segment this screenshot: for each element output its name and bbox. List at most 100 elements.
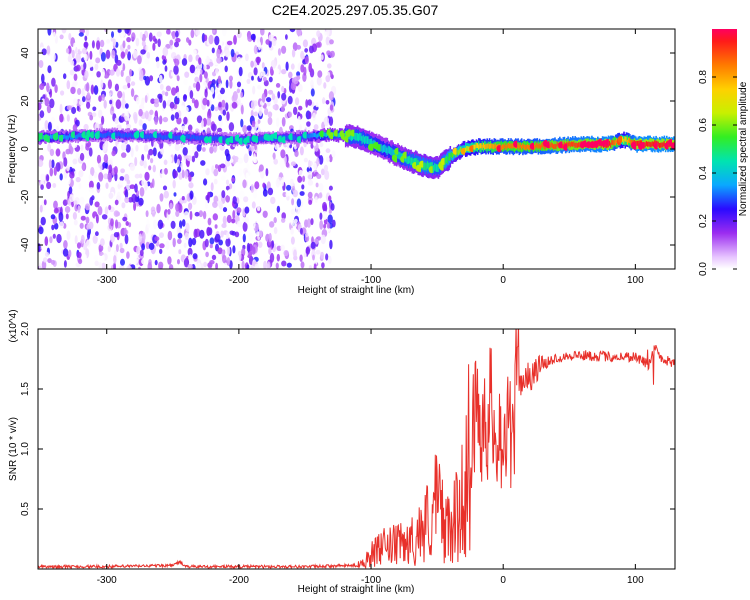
noise-blob xyxy=(156,31,162,37)
ridge-cell xyxy=(148,135,151,140)
noise-blob xyxy=(317,70,323,78)
noise-blob xyxy=(304,48,309,53)
noise-blob xyxy=(89,50,93,60)
noise-blob xyxy=(219,163,226,169)
noise-blob xyxy=(135,144,139,152)
noise-blob xyxy=(276,205,281,213)
noise-blob xyxy=(152,42,156,51)
noise-blob xyxy=(172,179,176,189)
noise-blob xyxy=(270,196,276,205)
ridge-cell xyxy=(407,156,410,164)
ridge-cell xyxy=(425,163,428,171)
noise-blob xyxy=(196,144,202,152)
ridge-cell xyxy=(354,132,356,141)
noise-blob xyxy=(268,247,272,255)
noise-blob xyxy=(279,159,285,169)
noise-blob xyxy=(331,150,336,158)
ridge-cell xyxy=(216,137,218,142)
noise-blob xyxy=(97,103,101,109)
noise-blob xyxy=(167,156,173,164)
ridge-cell xyxy=(457,150,460,156)
noise-blob xyxy=(41,98,45,107)
noise-blob xyxy=(85,153,90,159)
ridge-cell xyxy=(101,133,103,138)
noise-blob xyxy=(321,97,326,105)
noise-blob xyxy=(276,253,280,262)
noise-blob xyxy=(244,216,249,224)
noise-blob xyxy=(209,260,215,265)
noise-blob xyxy=(205,168,210,176)
noise-blob xyxy=(141,40,146,47)
noise-blob xyxy=(126,37,131,43)
noise-blob xyxy=(281,45,287,54)
noise-blob xyxy=(38,215,41,225)
noise-blob xyxy=(237,220,242,228)
noise-blob xyxy=(258,71,263,79)
ridge-cell xyxy=(417,159,419,168)
noise-blob xyxy=(228,122,235,132)
noise-blob xyxy=(212,71,217,77)
noise-blob xyxy=(183,242,187,248)
ridge-cell xyxy=(152,134,154,139)
noise-blob xyxy=(98,261,103,269)
ridge-cell xyxy=(93,132,96,137)
noise-blob xyxy=(233,34,237,45)
ridge-cell xyxy=(493,144,496,150)
noise-blob xyxy=(157,38,161,48)
noise-blob xyxy=(194,211,200,217)
noise-blob xyxy=(98,109,103,119)
noise-blob xyxy=(88,147,93,157)
noise-blob xyxy=(290,63,295,70)
noise-blob xyxy=(273,217,277,224)
noise-blob xyxy=(308,265,312,269)
noise-blob xyxy=(73,73,78,82)
ridge-cell xyxy=(551,143,554,149)
noise-blob xyxy=(242,179,247,189)
noise-blob xyxy=(115,244,119,253)
noise-blob xyxy=(240,91,244,98)
ridge-cell xyxy=(384,144,386,152)
noise-blob xyxy=(38,262,42,269)
noise-blob xyxy=(83,41,89,48)
y-tick-label: -40 xyxy=(20,237,31,252)
ridge-cell xyxy=(394,150,397,159)
noise-blob xyxy=(170,52,177,59)
ridge-cell xyxy=(309,134,311,139)
ridge-cell xyxy=(186,134,189,139)
ridge-cell xyxy=(550,142,553,148)
y-tick-label: 20 xyxy=(20,95,31,107)
noise-blob xyxy=(38,159,44,167)
ridge-cell xyxy=(549,143,552,149)
noise-blob xyxy=(303,157,308,163)
noise-blob xyxy=(70,60,75,66)
noise-blob xyxy=(188,182,194,189)
ridge-cell xyxy=(658,143,661,148)
noise-blob xyxy=(49,98,55,109)
noise-blob xyxy=(162,185,168,191)
noise-blob xyxy=(136,96,140,105)
noise-blob xyxy=(141,243,146,251)
noise-blob xyxy=(75,176,81,183)
ridge-cell xyxy=(65,135,67,140)
noise-blob xyxy=(53,200,58,210)
noise-blob xyxy=(163,168,168,175)
noise-blob xyxy=(122,63,126,71)
noise-blob xyxy=(306,121,311,127)
noise-blob xyxy=(40,173,46,182)
ridge-cell xyxy=(160,134,163,139)
noise-blob xyxy=(315,182,319,188)
noise-blob xyxy=(124,234,129,245)
ridge-cell xyxy=(651,141,654,147)
noise-blob xyxy=(171,31,176,37)
ridge-cell xyxy=(143,134,146,139)
noise-blob xyxy=(280,244,285,251)
ridge-cell xyxy=(611,139,613,145)
noise-blob xyxy=(107,79,112,90)
ridge-cell xyxy=(623,138,625,144)
noise-blob xyxy=(39,110,45,118)
noise-blob xyxy=(246,78,251,85)
ridge-cell xyxy=(262,137,265,142)
noise-blob xyxy=(41,48,47,56)
noise-blob xyxy=(203,71,208,79)
ridge-cell xyxy=(313,132,316,137)
